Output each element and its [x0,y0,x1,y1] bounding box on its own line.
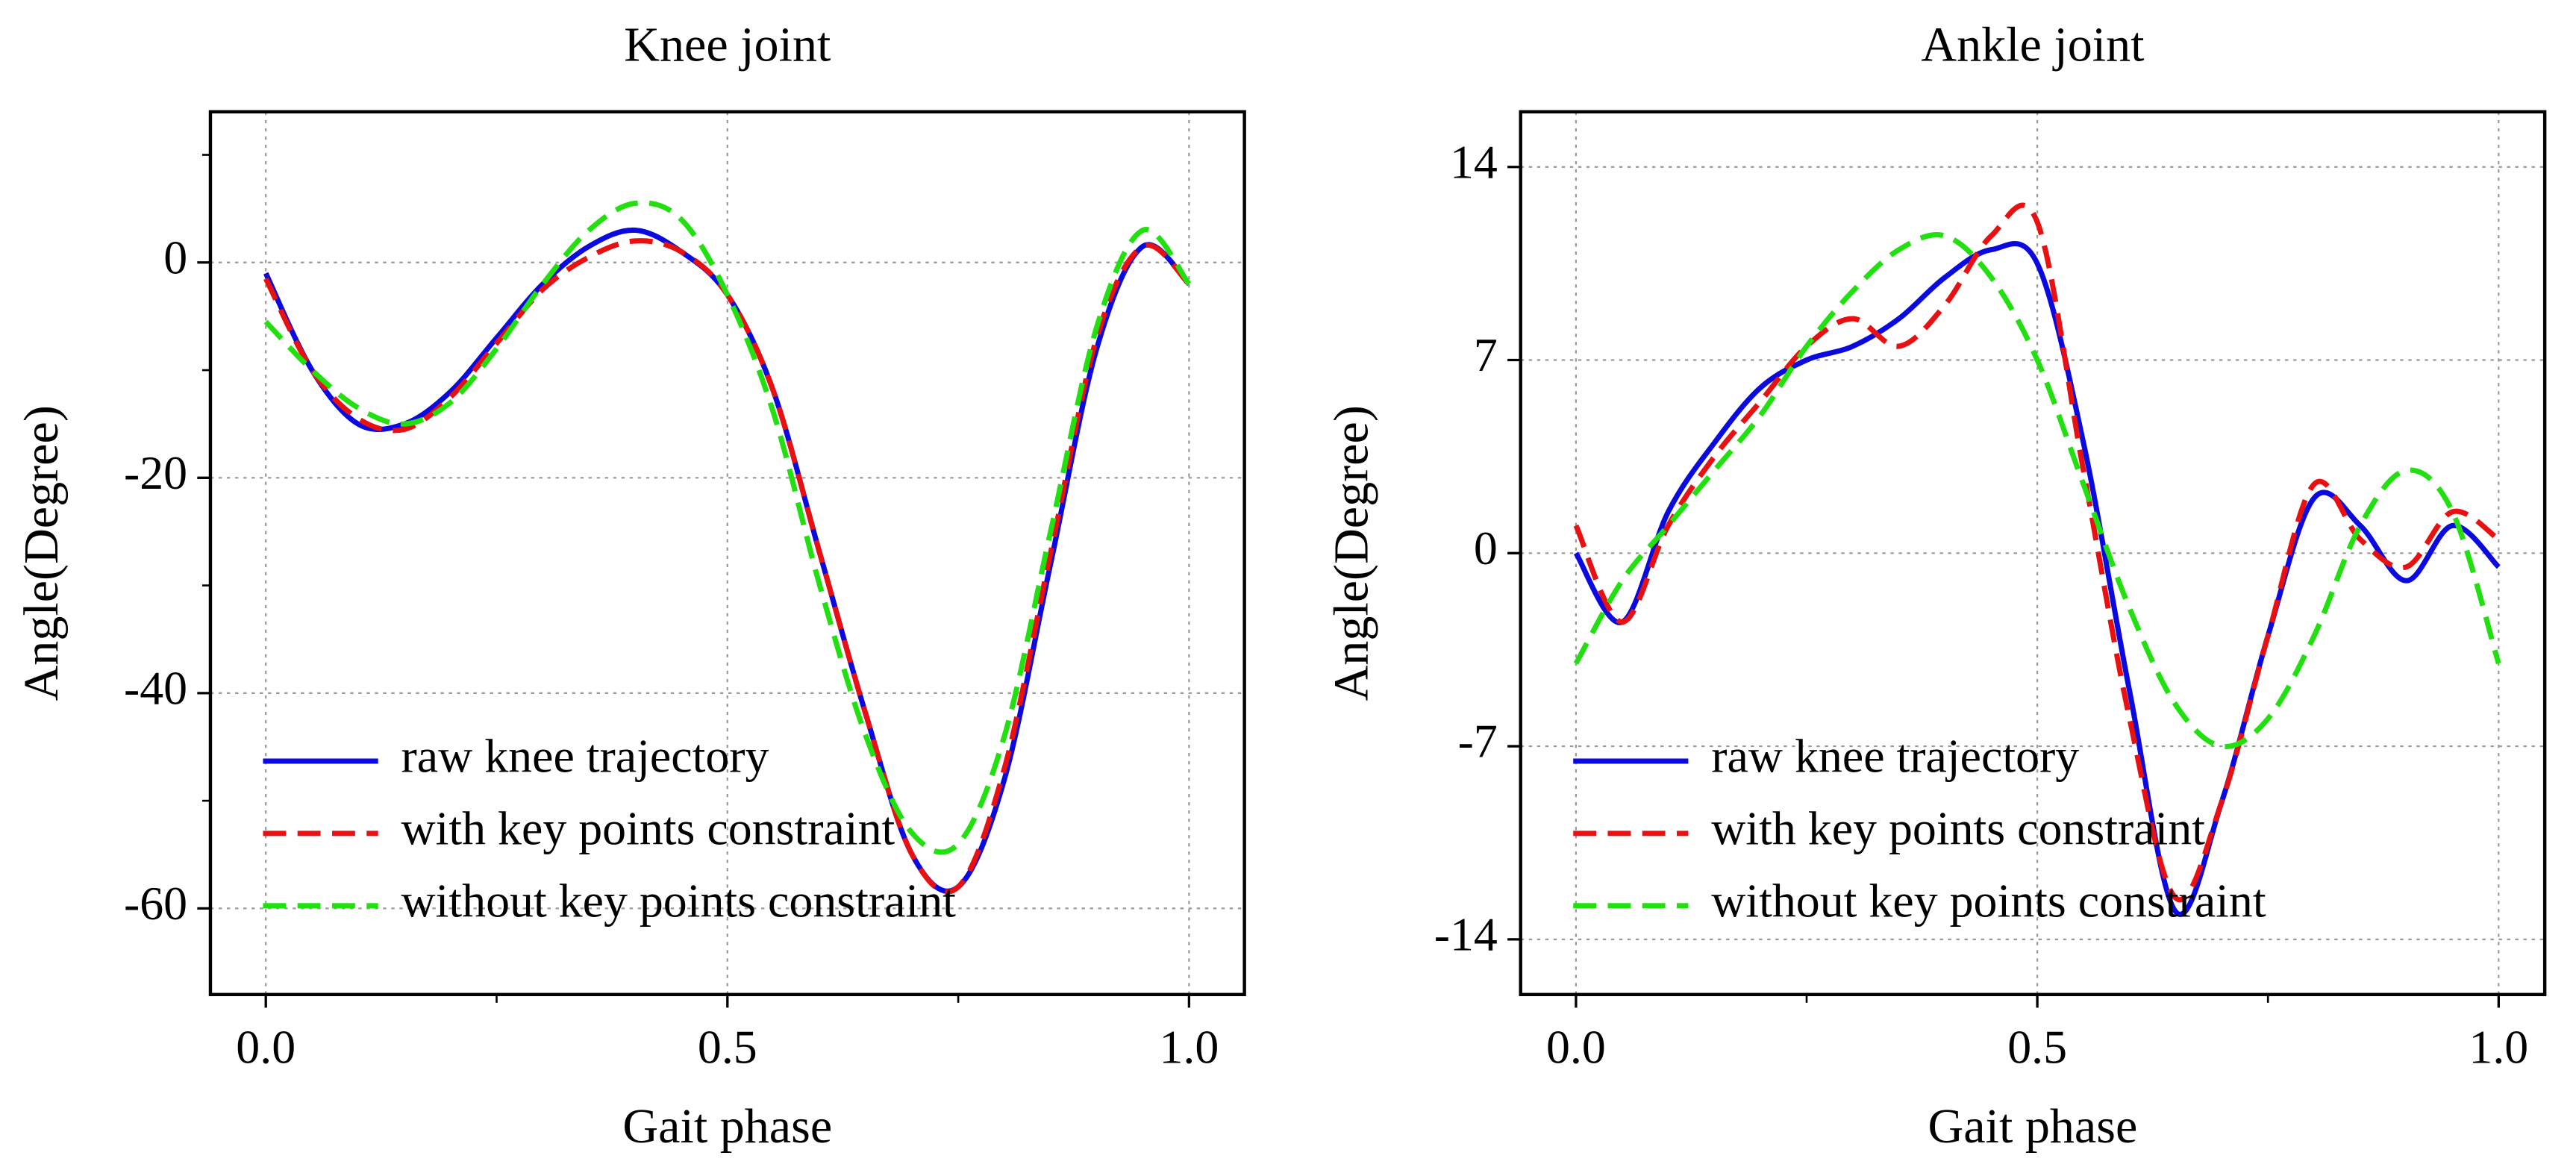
series-line [263,200,1192,855]
y-tick-label: 14 [1450,135,1498,188]
x-tick-label: 0.5 [2007,1021,2067,1074]
legend-label: with key points constraint [401,802,895,855]
x-tick-label: 0.0 [236,1021,296,1074]
plot-frame [1519,110,2547,996]
y-tick-label: 0 [1474,522,1498,575]
x-tick-label: 1.0 [1159,1021,1219,1074]
series-line [1573,241,2501,917]
y-tick-label: -7 [1458,715,1498,768]
x-axis-label: Gait phase [1928,1099,2138,1154]
series-line [263,238,1191,895]
legend-label: raw knee trajectory [401,730,769,783]
series-line [1573,232,2501,749]
y-axis-label: Angle(Degree) [1325,405,1379,701]
x-tick-label: 0.0 [1546,1021,1606,1074]
y-tick-label: 7 [1474,328,1498,381]
series-line [1573,202,2501,903]
x-tick-label: 1.0 [2469,1021,2528,1074]
y-tick-label: -60 [124,877,187,930]
chart-title: Knee joint [624,17,831,72]
legend-label: without key points constraint [401,874,957,927]
y-axis-label: Angle(Degree) [14,405,69,701]
x-tick-label: 0.5 [698,1021,757,1074]
legend-label: raw knee trajectory [1711,730,2079,783]
legend-label: with key points constraint [1711,802,2205,855]
chart-title: Ankle joint [1921,17,2144,72]
y-tick-label: -14 [1434,908,1498,961]
y-tick-label: -40 [124,661,187,714]
chart-panel: Knee joint Gait phase Angle(Degree) -60 -40 -… [14,17,1246,1154]
y-tick-label: -20 [124,446,187,499]
legend-label: without key points constraint [1711,874,2266,927]
y-tick-label: 0 [163,231,187,284]
plot-frame [208,110,1246,996]
chart-panel: Ankle joint Gait phase Angle(Degree) -14 -7 0… [1325,17,2547,1154]
x-axis-label: Gait phase [622,1099,832,1154]
